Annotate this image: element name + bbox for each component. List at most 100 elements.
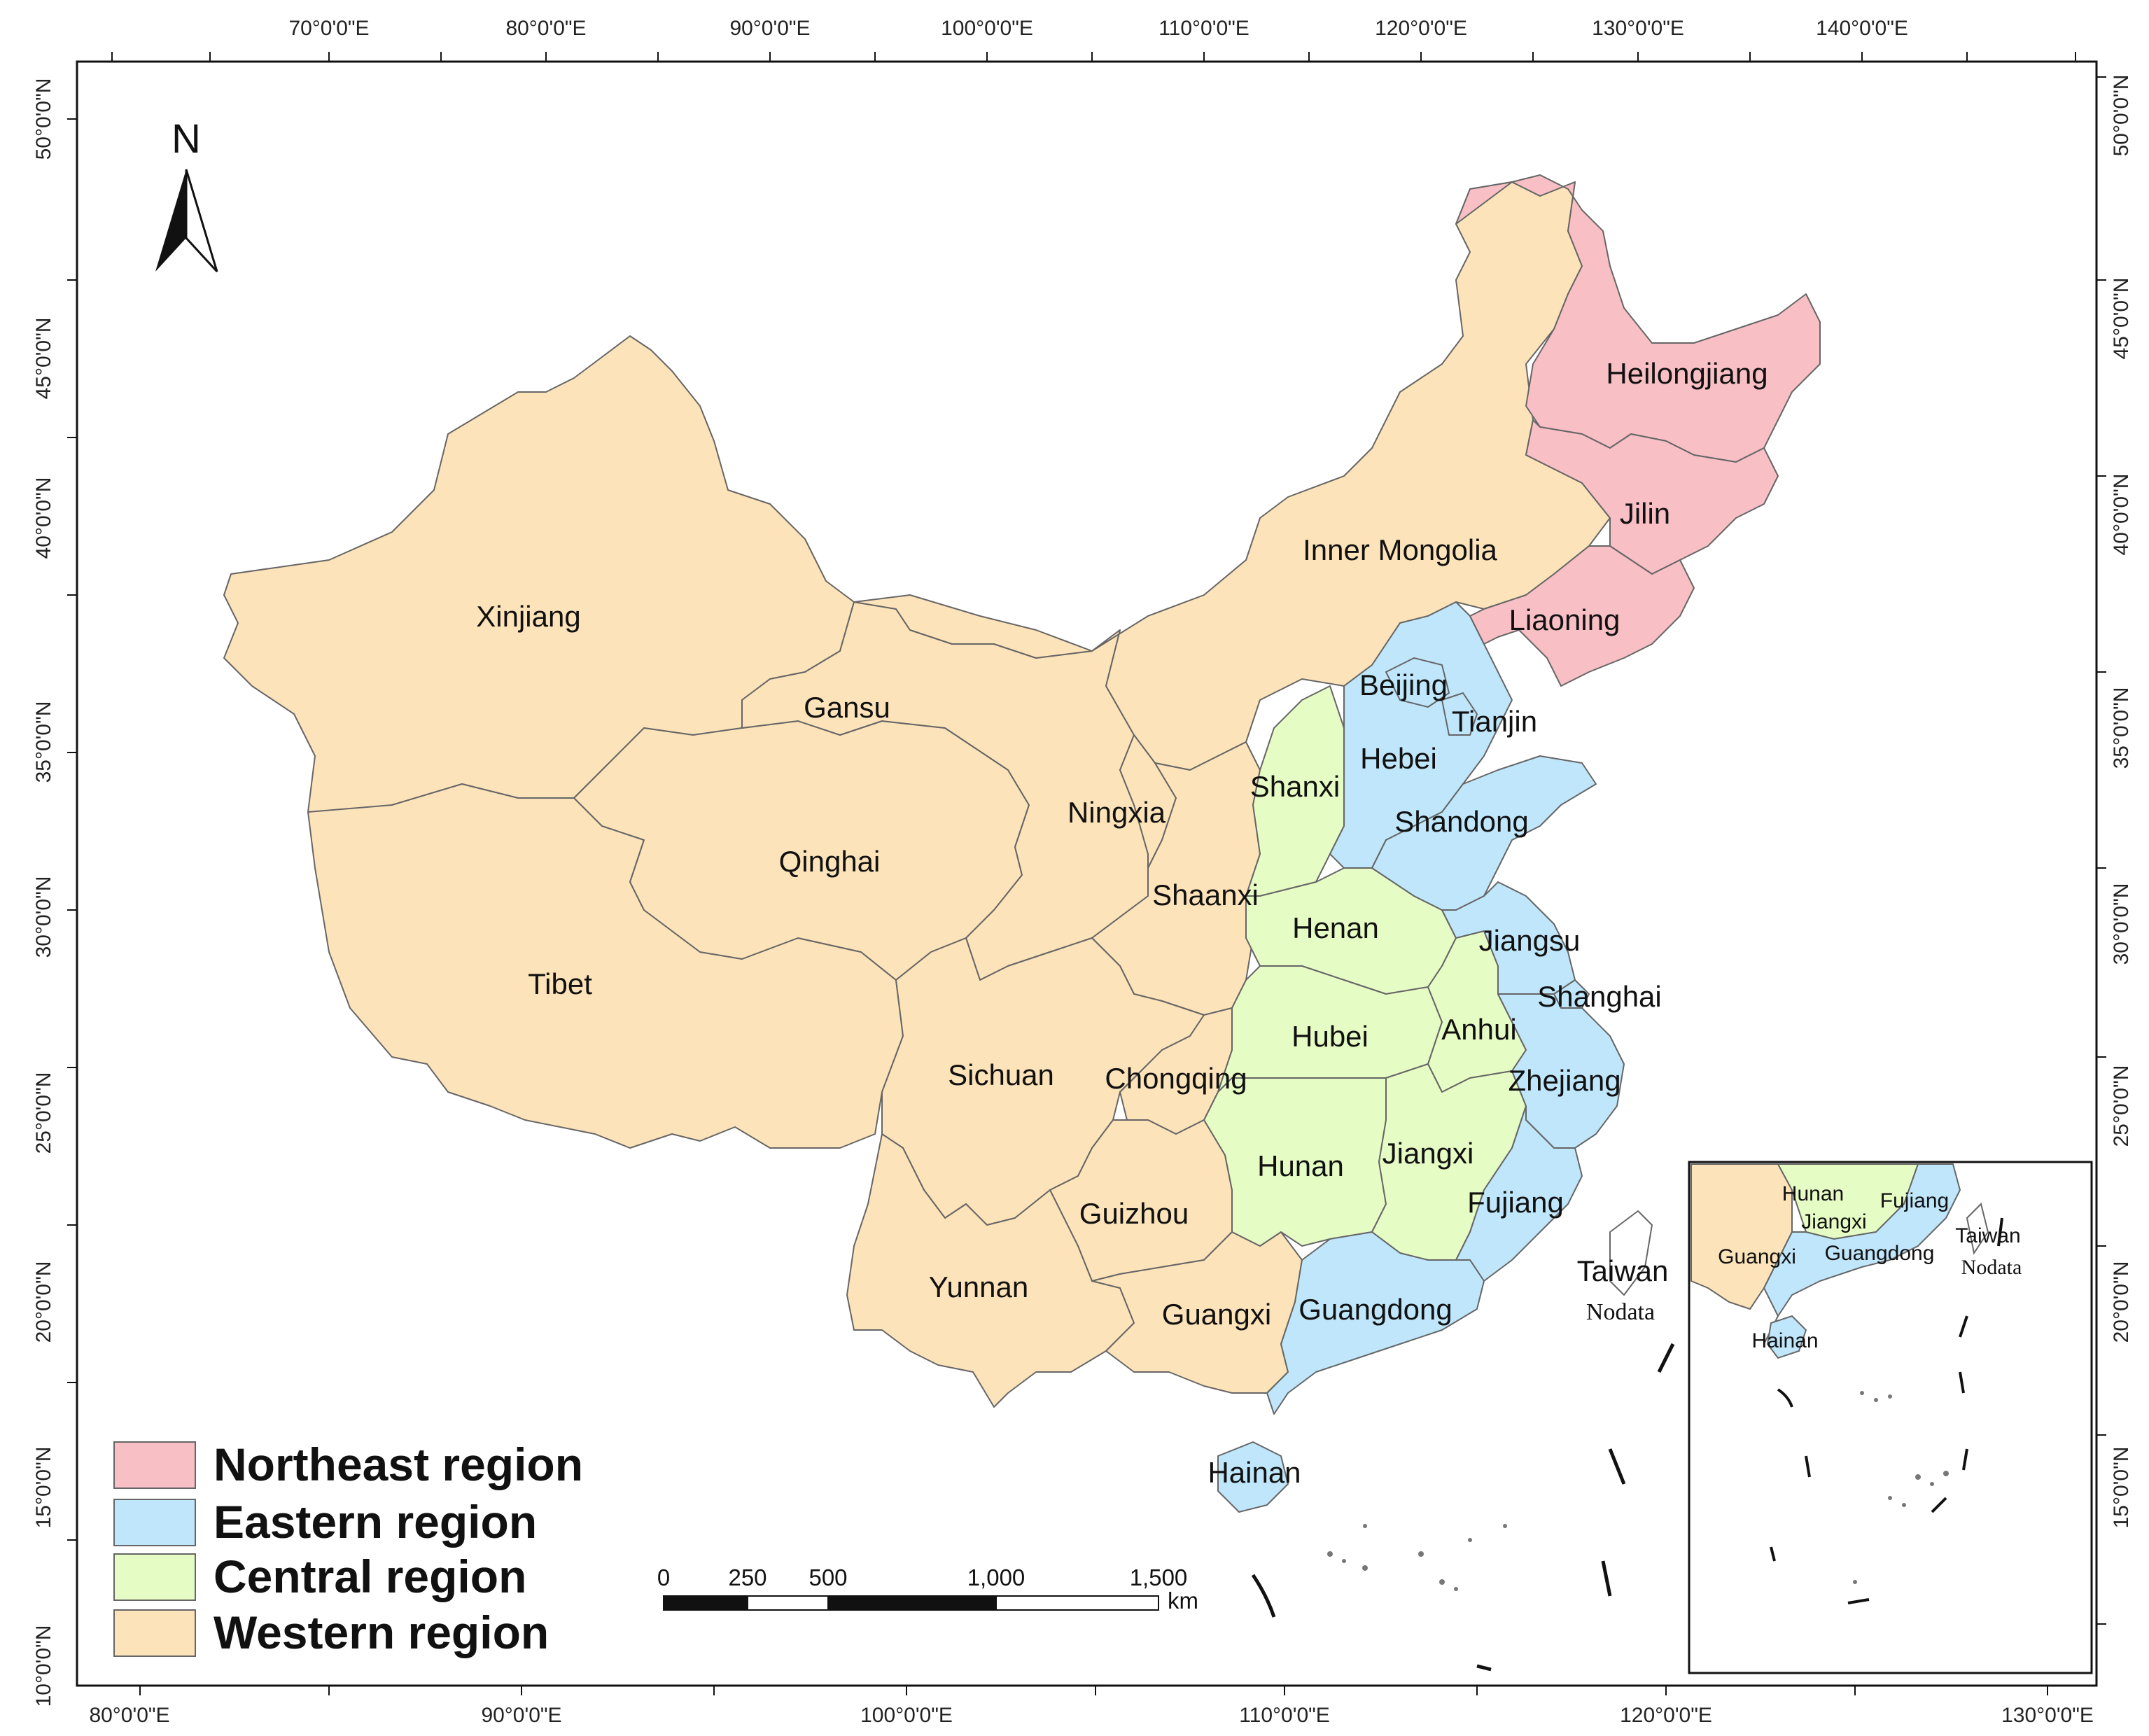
nine-dash-line xyxy=(1251,1343,1675,1672)
left-label-15n: 15°0'0"N xyxy=(32,1447,55,1529)
left-label-40n: 40°0'0"N xyxy=(32,477,55,559)
scale-tick-500: 500 xyxy=(808,1564,847,1590)
province-hebei[interactable] xyxy=(1329,601,1513,869)
province-labels: Heilongjiang Jilin Liaoning Inner Mongol… xyxy=(476,357,1768,1489)
label-nodata: Nodata xyxy=(1586,1299,1655,1325)
left-label-25n: 25°0'0"N xyxy=(32,1072,55,1154)
right-label-30n: 30°0'0"N xyxy=(2110,883,2133,965)
province-guangdong[interactable] xyxy=(1266,1231,1485,1415)
legend-item-eastern: Eastern region xyxy=(113,1496,537,1548)
inset-label-nodata: Nodata xyxy=(1961,1256,2022,1279)
legend-label-eastern: Eastern region xyxy=(214,1496,537,1548)
label-xinjiang: Xinjiang xyxy=(476,600,580,633)
right-label-50n: 50°0'0"N xyxy=(2110,75,2133,157)
inset-label-hunan: Hunan xyxy=(1782,1182,1844,1205)
label-jiangsu: Jiangsu xyxy=(1479,924,1581,957)
label-guangdong: Guangdong xyxy=(1298,1293,1452,1326)
label-hubei: Hubei xyxy=(1292,1020,1368,1053)
left-label-20n: 20°0'0"N xyxy=(32,1261,55,1343)
scale-tick-0: 0 xyxy=(657,1564,670,1590)
left-label-30n: 30°0'0"N xyxy=(32,876,55,958)
label-yunnan: Yunnan xyxy=(929,1270,1029,1303)
north-arrow: N xyxy=(155,116,218,273)
inset-label-jiangxi: Jiangxi xyxy=(1801,1210,1866,1233)
right-label-45n: 45°0'0"N xyxy=(2110,278,2133,360)
inset-label-taiwan: Taiwan xyxy=(1955,1224,2020,1247)
scale-tick-1000: 1,000 xyxy=(967,1564,1026,1590)
scale-bar: 0 250 500 1,000 1,500 km xyxy=(657,1564,1198,1614)
legend-label-central: Central region xyxy=(214,1550,526,1602)
province-beijing[interactable] xyxy=(1385,657,1450,708)
left-label-50n: 50°0'0"N xyxy=(32,78,55,160)
bottom-label-90e: 90°0'0"E xyxy=(481,1704,561,1727)
top-label-70e: 70°0'0"E xyxy=(288,17,369,40)
right-label-40n: 40°0'0"N xyxy=(2110,474,2133,556)
legend-swatch-eastern xyxy=(113,1499,196,1546)
top-label-100e: 100°0'0"E xyxy=(941,17,1033,40)
right-label-25n: 25°0'0"N xyxy=(2110,1065,2133,1147)
top-label-110e: 110°0'0"E xyxy=(1158,17,1250,40)
label-shanxi: Shanxi xyxy=(1250,770,1340,803)
label-taiwan: Taiwan xyxy=(1577,1254,1669,1287)
label-zhejiang: Zhejiang xyxy=(1508,1064,1620,1097)
legend-label-western: Western region xyxy=(214,1606,549,1658)
label-shandong: Shandong xyxy=(1394,805,1529,838)
left-axis xyxy=(67,118,77,1541)
label-henan: Henan xyxy=(1292,911,1379,944)
province-liaoning[interactable] xyxy=(1469,545,1695,687)
label-shanghai: Shanghai xyxy=(1537,980,1662,1013)
north-arrow-icon xyxy=(155,169,186,272)
label-hebei: Hebei xyxy=(1360,742,1437,775)
province-tianjin[interactable] xyxy=(1441,692,1478,736)
right-label-15n: 15°0'0"N xyxy=(2110,1447,2133,1529)
legend-label-northeast: Northeast region xyxy=(214,1438,583,1490)
bottom-label-110e: 110°0'0"E xyxy=(1239,1704,1330,1727)
bottom-label-80e: 80°0'0"E xyxy=(89,1704,169,1727)
bottom-label-100e: 100°0'0"E xyxy=(860,1704,953,1727)
left-label-45n: 45°0'0"N xyxy=(32,318,55,400)
inset-label-fujiang: Fujiang xyxy=(1880,1189,1949,1212)
label-jilin: Jilin xyxy=(1620,497,1670,530)
province-zhejiang[interactable] xyxy=(1497,993,1625,1149)
scale-unit: km xyxy=(1168,1588,1198,1614)
top-label-80e: 80°0'0"E xyxy=(505,17,586,40)
left-label-35n: 35°0'0"N xyxy=(32,701,55,783)
legend-item-northeast: Northeast region xyxy=(113,1438,583,1490)
label-heilongjiang: Heilongjiang xyxy=(1606,357,1768,390)
left-label-10n: 10°0'0"N xyxy=(32,1625,55,1707)
label-hunan: Hunan xyxy=(1257,1149,1344,1182)
label-beijing: Beijing xyxy=(1359,668,1448,701)
label-jiangxi: Jiangxi xyxy=(1382,1137,1474,1170)
label-tianjin: Tianjin xyxy=(1452,705,1537,738)
legend-item-western: Western region xyxy=(113,1606,549,1658)
legend-item-central: Central region xyxy=(113,1550,526,1602)
label-hainan: Hainan xyxy=(1208,1456,1301,1489)
legend: Northeast region Eastern region Central … xyxy=(113,1438,583,1658)
province-hainan[interactable] xyxy=(1217,1441,1289,1513)
bottom-axis xyxy=(139,1686,2048,1695)
label-chongqing: Chongqing xyxy=(1105,1062,1247,1095)
province-fujiang[interactable] xyxy=(1455,1105,1583,1282)
label-qinghai: Qinghai xyxy=(779,845,881,878)
label-guangxi: Guangxi xyxy=(1162,1298,1271,1331)
province-heilongjiang[interactable] xyxy=(1455,174,1821,463)
legend-swatch-western xyxy=(113,1609,196,1657)
label-gansu: Gansu xyxy=(804,691,890,724)
province-taiwan[interactable] xyxy=(1609,1210,1653,1296)
north-arrow-label: N xyxy=(172,116,201,162)
inset-label-guangxi: Guangxi xyxy=(1718,1245,1796,1268)
right-label-35n: 35°0'0"N xyxy=(2110,687,2133,769)
provinces xyxy=(223,174,1821,1672)
label-tibet: Tibet xyxy=(528,967,592,1000)
top-axis xyxy=(111,52,2076,62)
bottom-label-120e: 120°0'0"E xyxy=(1620,1704,1712,1727)
inset-map: Hunan Fujiang Jiangxi Taiwan Guangxi Gua… xyxy=(1688,1161,2093,1674)
legend-swatch-northeast xyxy=(113,1441,196,1489)
label-inner-mongolia: Inner Mongolia xyxy=(1303,533,1497,566)
label-ningxia: Ningxia xyxy=(1068,796,1166,829)
label-fujiang: Fujiang xyxy=(1467,1186,1564,1219)
province-yunnan[interactable] xyxy=(846,1133,1135,1408)
top-label-130e: 130°0'0"E xyxy=(1592,17,1684,40)
